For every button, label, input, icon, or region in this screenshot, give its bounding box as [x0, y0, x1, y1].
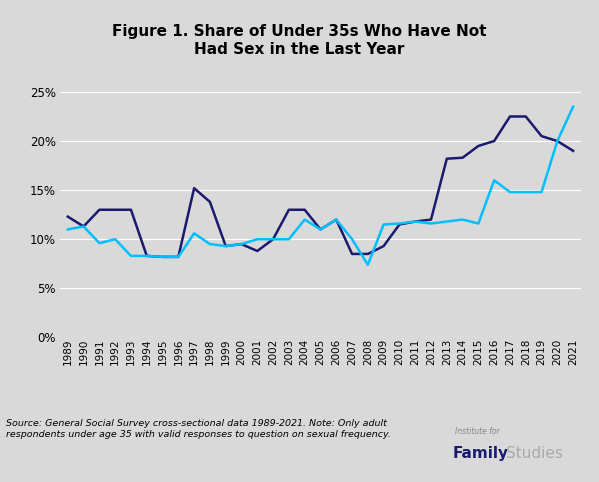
Text: Studies: Studies: [506, 446, 563, 461]
Text: Source: General Social Survey cross-sectional data 1989-2021. Note: Only adult
r: Source: General Social Survey cross-sect…: [6, 419, 391, 439]
Text: Institute for: Institute for: [455, 427, 500, 436]
Text: Figure 1. Share of Under 35s Who Have Not
Had Sex in the Last Year: Figure 1. Share of Under 35s Who Have No…: [112, 24, 487, 56]
Text: Family: Family: [452, 446, 508, 461]
